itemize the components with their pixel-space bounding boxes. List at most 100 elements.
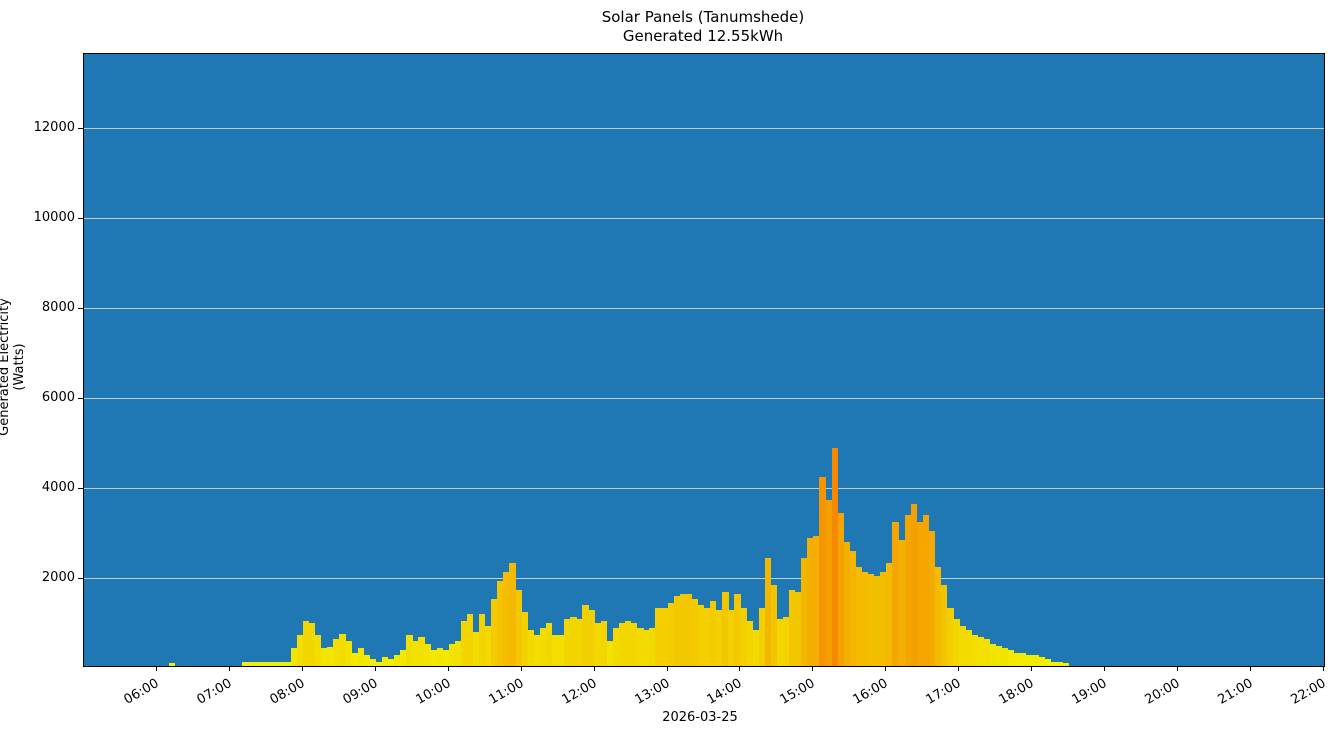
data-bar: [430, 650, 437, 666]
gridline: [84, 128, 1324, 130]
data-bar: [989, 643, 997, 666]
data-bar: [582, 605, 589, 666]
data-bar: [321, 648, 328, 666]
x-tick-label: 21:00: [1215, 676, 1256, 708]
data-bar: [1007, 650, 1015, 666]
data-bar: [1020, 652, 1027, 666]
chart-subtitle: Generated 12.55kWh: [622, 27, 784, 45]
data-bar: [1001, 648, 1009, 666]
data-bar: [1026, 654, 1033, 666]
data-bar: [339, 633, 346, 666]
data-bar: [679, 594, 687, 666]
gridline: [84, 398, 1324, 400]
data-bar: [473, 632, 480, 666]
data-bar: [533, 634, 541, 666]
y-tick-label: 2000: [41, 570, 75, 586]
data-bar: [1044, 659, 1051, 666]
x-tick-label: 12:00: [559, 676, 600, 708]
data-bar: [697, 605, 705, 666]
data-bar: [515, 589, 522, 666]
data-bar: [436, 648, 443, 666]
data-bar: [965, 630, 972, 666]
data-bar: [302, 621, 310, 666]
gridline: [84, 308, 1324, 310]
data-bar: [904, 515, 911, 666]
data-bar: [400, 650, 407, 666]
y-axis-title: Generated Electricity (Watts): [0, 298, 27, 436]
data-bar: [959, 625, 966, 666]
x-tick: [739, 666, 741, 671]
gridline: [84, 578, 1324, 580]
data-bar: [898, 540, 905, 666]
data-bar: [752, 630, 759, 666]
data-bar: [545, 623, 553, 666]
data-bar: [734, 594, 741, 666]
data-bar: [314, 634, 322, 666]
x-tick-label: 07:00: [194, 676, 235, 708]
data-bar: [381, 657, 389, 666]
data-bar: [673, 596, 680, 666]
x-tick: [520, 666, 522, 671]
data-bar: [637, 627, 644, 666]
data-bar: [843, 542, 851, 666]
y-tick-label: 4000: [41, 480, 75, 496]
data-bar: [795, 591, 802, 666]
gridline: [84, 488, 1324, 490]
x-tick: [1104, 666, 1106, 671]
data-bar: [558, 634, 565, 666]
x-tick-label: 20:00: [1142, 676, 1183, 708]
chart-title: Solar Panels (Tanumshede) Generated 12.5…: [0, 8, 1333, 46]
y-tick-label: 10000: [33, 210, 75, 226]
data-bar: [357, 648, 364, 666]
data-bar: [248, 661, 255, 666]
x-tick-label: 10:00: [413, 676, 454, 708]
data-bar: [424, 643, 431, 666]
data-bar: [971, 634, 978, 666]
data-bar: [746, 621, 753, 666]
data-bar: [466, 614, 474, 666]
x-tick: [228, 666, 230, 671]
data-bar: [916, 522, 924, 666]
data-bar: [442, 650, 449, 666]
data-bar: [369, 659, 377, 666]
data-bar: [618, 623, 626, 666]
data-bar: [710, 600, 717, 666]
y-tick: [78, 218, 83, 220]
data-bar: [169, 663, 176, 666]
data-bar: [509, 562, 516, 666]
data-bar: [892, 522, 899, 666]
y-tick: [78, 578, 83, 580]
x-tick: [1250, 666, 1252, 671]
data-bar: [497, 580, 504, 666]
x-tick: [885, 666, 887, 671]
data-bar: [460, 621, 468, 666]
data-bar: [290, 648, 298, 666]
data-bar: [345, 641, 352, 666]
data-bar: [704, 607, 711, 666]
plot-area: [83, 53, 1325, 667]
x-tick: [958, 666, 960, 671]
data-bar: [764, 558, 772, 666]
data-bar: [624, 621, 632, 666]
y-tick-label: 6000: [41, 390, 75, 406]
data-bar: [649, 627, 656, 666]
data-bar: [1050, 661, 1057, 666]
data-bar: [783, 616, 790, 666]
y-tick-label: 12000: [33, 120, 75, 136]
data-bar: [922, 515, 930, 666]
data-bar: [910, 504, 918, 666]
data-bar: [740, 607, 747, 666]
data-bar: [387, 659, 395, 666]
data-bar: [576, 618, 583, 666]
data-bar: [983, 639, 990, 666]
x-tick-label: 18:00: [996, 676, 1037, 708]
x-axis-title: 2026-03-25: [662, 710, 738, 725]
data-bar: [612, 627, 620, 666]
data-bar: [813, 535, 820, 666]
x-tick-label: 22:00: [1288, 676, 1329, 708]
data-bar: [789, 589, 796, 666]
data-bar: [308, 623, 316, 666]
data-bar: [667, 603, 674, 666]
data-bar: [406, 634, 413, 666]
data-bar: [284, 661, 291, 666]
